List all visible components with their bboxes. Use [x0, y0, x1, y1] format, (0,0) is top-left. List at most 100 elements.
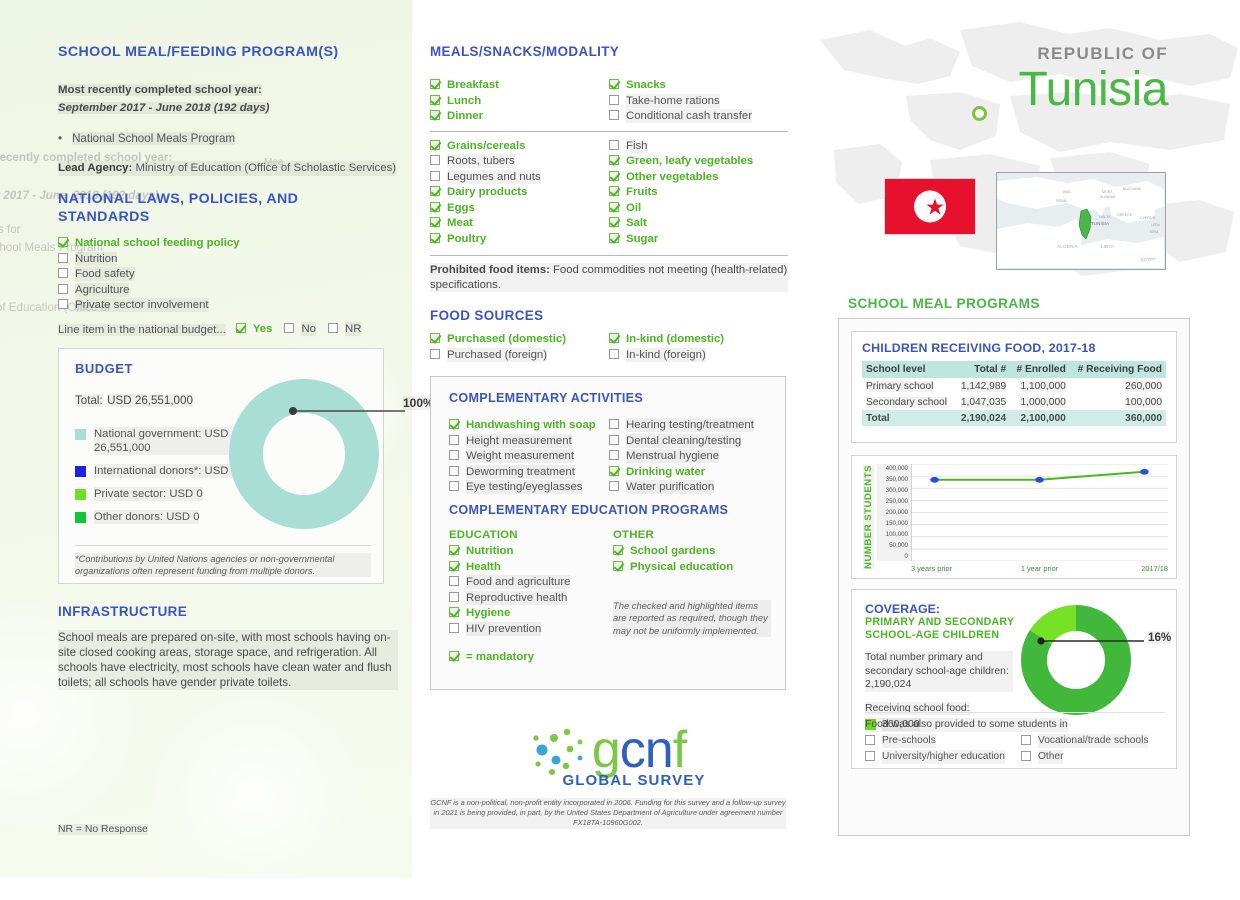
food-item-2[interactable]: Legumes and nuts: [430, 169, 609, 184]
checkbox-unchecked-icon[interactable]: [449, 622, 459, 633]
budget-line-option-2[interactable]: NR: [328, 322, 362, 336]
activity-item-2[interactable]: Weight measurement: [449, 449, 609, 463]
activity-item-2[interactable]: Menstrual hygiene: [609, 449, 769, 463]
food-item-0[interactable]: Fish: [609, 138, 788, 153]
modality-list-left[interactable]: Breakfast Lunch Dinner: [430, 78, 609, 125]
checkbox-checked-icon[interactable]: [609, 232, 619, 243]
checkbox-checked-icon[interactable]: [609, 79, 619, 89]
modality-item-1[interactable]: Lunch: [430, 94, 609, 108]
checkbox-unchecked-icon[interactable]: [609, 94, 619, 105]
complementary-education-list[interactable]: Nutrition Health Food and agriculture Repro…: [449, 544, 599, 636]
activity-item-1[interactable]: Dental cleaning/testing: [609, 433, 769, 448]
law-item-3[interactable]: Agriculture: [58, 282, 378, 297]
activity-item-0[interactable]: Handwashing with soap: [449, 418, 609, 432]
food-sources-right[interactable]: In-kind (domestic) In-kind (foreign): [609, 332, 788, 363]
activity-item-4[interactable]: Eye testing/eyeglasses: [449, 480, 609, 494]
law-item-0[interactable]: National school feeding policy: [58, 236, 378, 250]
checkbox-checked-icon[interactable]: [613, 560, 623, 571]
law-item-4[interactable]: Private sector involvement: [58, 298, 378, 312]
food-list-right[interactable]: Fish Green, leafy vegetables Other vegetab…: [609, 138, 788, 248]
budget-line-options[interactable]: Yes No NR: [235, 322, 362, 338]
food-source-0[interactable]: In-kind (domestic): [609, 332, 788, 346]
checkbox-checked-icon[interactable]: [430, 139, 440, 150]
education-item-3[interactable]: Reproductive health: [449, 590, 599, 605]
food-item-6[interactable]: Poultry: [430, 232, 609, 246]
checkbox-checked-icon[interactable]: [235, 323, 246, 333]
modality-item-1[interactable]: Take-home rations: [609, 93, 788, 108]
checkbox-unchecked-icon[interactable]: [58, 252, 68, 263]
checkbox-unchecked-icon[interactable]: [865, 750, 875, 761]
education-item-5[interactable]: HIV prevention: [449, 621, 599, 636]
food-source-1[interactable]: Purchased (foreign): [430, 347, 609, 362]
checkbox-checked-icon[interactable]: [609, 155, 619, 165]
food-source-1[interactable]: In-kind (foreign): [609, 347, 788, 362]
modality-list-right[interactable]: Snacks Take-home rations Conditional cash …: [609, 78, 788, 125]
coverage-option-1[interactable]: Vocational/trade schools: [1021, 734, 1165, 748]
food-item-0[interactable]: Grains/cereals: [430, 139, 609, 153]
checkbox-checked-icon[interactable]: [430, 110, 440, 120]
checkbox-unchecked-icon[interactable]: [449, 481, 459, 491]
complementary-activities-left[interactable]: Handwashing with soap Height measurement W…: [449, 418, 609, 496]
other-item-1[interactable]: Physical education: [613, 560, 771, 574]
checkbox-unchecked-icon[interactable]: [865, 735, 875, 745]
food-item-5[interactable]: Meat: [430, 216, 609, 230]
checkbox-checked-icon[interactable]: [609, 201, 619, 212]
food-item-4[interactable]: Oil: [609, 201, 788, 215]
education-item-4[interactable]: Hygiene: [449, 606, 599, 620]
checkbox-unchecked-icon[interactable]: [284, 323, 295, 333]
checkbox-unchecked-icon[interactable]: [609, 481, 619, 491]
education-item-0[interactable]: Nutrition: [449, 544, 599, 558]
law-item-2[interactable]: Food safety: [58, 267, 378, 281]
checkbox-checked-icon[interactable]: [430, 333, 440, 343]
checkbox-unchecked-icon[interactable]: [609, 139, 619, 150]
other-item-0[interactable]: School gardens: [613, 544, 771, 558]
checkbox-checked-icon[interactable]: [449, 545, 459, 555]
food-item-1[interactable]: Roots, tubers: [430, 154, 609, 168]
education-item-1[interactable]: Health: [449, 560, 599, 574]
checkbox-checked-icon[interactable]: [449, 560, 459, 571]
checkbox-unchecked-icon[interactable]: [609, 348, 619, 359]
food-item-5[interactable]: Salt: [609, 216, 788, 230]
checkbox-checked-icon[interactable]: [430, 94, 440, 105]
coverage-option-0[interactable]: Pre-schools: [865, 734, 1021, 748]
national-laws-checklist[interactable]: National school feeding policy Nutrition F…: [58, 236, 378, 312]
checkbox-checked-icon[interactable]: [613, 545, 623, 555]
checkbox-unchecked-icon[interactable]: [58, 299, 68, 309]
checkbox-checked-icon[interactable]: [430, 79, 440, 89]
food-item-6[interactable]: Sugar: [609, 232, 788, 246]
checkbox-unchecked-icon[interactable]: [430, 155, 440, 165]
food-source-0[interactable]: Purchased (domestic): [430, 332, 609, 346]
complementary-activities-right[interactable]: Hearing testing/treatment Dental cleaning…: [609, 418, 769, 496]
modality-item-0[interactable]: Snacks: [609, 78, 788, 92]
modality-item-2[interactable]: Dinner: [430, 109, 609, 123]
activity-item-1[interactable]: Height measurement: [449, 433, 609, 448]
checkbox-checked-icon[interactable]: [430, 201, 440, 212]
modality-item-2[interactable]: Conditional cash transfer: [609, 109, 788, 123]
checkbox-unchecked-icon[interactable]: [430, 348, 440, 359]
checkbox-unchecked-icon[interactable]: [449, 576, 459, 586]
checkbox-unchecked-icon[interactable]: [609, 450, 619, 460]
coverage-other-options[interactable]: Pre-schools Vocational/trade schools Unive…: [865, 734, 1165, 765]
budget-line-option-1[interactable]: No: [284, 322, 317, 336]
checkbox-checked-icon[interactable]: [449, 607, 459, 617]
coverage-option-3[interactable]: Other: [1021, 749, 1165, 764]
food-item-3[interactable]: Dairy products: [430, 185, 609, 199]
checkbox-unchecked-icon[interactable]: [430, 170, 440, 181]
checkbox-unchecked-icon[interactable]: [609, 419, 619, 429]
checkbox-checked-icon[interactable]: [609, 465, 619, 476]
checkbox-checked-icon[interactable]: [609, 186, 619, 196]
checkbox-unchecked-icon[interactable]: [58, 268, 68, 278]
law-item-1[interactable]: Nutrition: [58, 251, 378, 266]
checkbox-unchecked-icon[interactable]: [449, 591, 459, 602]
coverage-option-2[interactable]: University/higher education: [865, 749, 1021, 764]
checkbox-checked-icon[interactable]: [430, 217, 440, 227]
checkbox-checked-icon[interactable]: [430, 232, 440, 243]
checkbox-unchecked-icon[interactable]: [449, 450, 459, 460]
checkbox-checked-icon[interactable]: [609, 333, 619, 343]
modality-item-0[interactable]: Breakfast: [430, 78, 609, 92]
food-item-2[interactable]: Other vegetables: [609, 170, 788, 184]
food-item-3[interactable]: Fruits: [609, 185, 788, 199]
checkbox-unchecked-icon[interactable]: [328, 323, 339, 333]
checkbox-unchecked-icon[interactable]: [1021, 750, 1031, 761]
checkbox-checked-icon[interactable]: [58, 237, 68, 247]
